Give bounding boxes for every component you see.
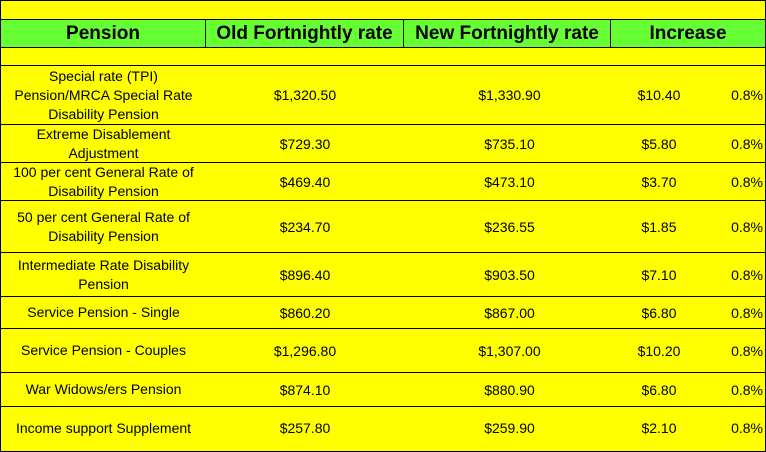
pension-name: Service Pension - Couples bbox=[21, 342, 186, 358]
old-rate: $1,320.50 bbox=[273, 87, 337, 103]
increase-amount: $10.20 bbox=[637, 342, 681, 359]
spacer-row bbox=[1, 48, 765, 66]
header-row: Pension Old Fortnightly rate New Fortnig… bbox=[1, 20, 765, 48]
top-empty-row bbox=[1, 1, 765, 20]
old-rate: $874.10 bbox=[279, 381, 331, 398]
new-rate: $880.90 bbox=[484, 381, 535, 398]
old-rate: $896.40 bbox=[279, 266, 331, 283]
pension-name: 100 per cent General Rate of Disability … bbox=[13, 163, 194, 199]
pension-name: Extreme Disablement Adjustment bbox=[36, 125, 171, 161]
table-body: Special rate (TPI) Pension/MRCA Special … bbox=[1, 66, 765, 449]
increase-amount: $5.80 bbox=[641, 135, 677, 152]
table-row: War Widows/ers Pension $874.10 $880.90 $… bbox=[1, 373, 765, 407]
table-row: Income support Supplement $257.80 $259.9… bbox=[1, 407, 765, 449]
old-rate: $234.70 bbox=[279, 218, 331, 235]
table-row: Service Pension - Couples $1,296.80 $1,3… bbox=[1, 329, 765, 373]
table-row: 100 per cent General Rate of Disability … bbox=[1, 163, 765, 201]
header-pension: Pension bbox=[1, 20, 206, 47]
increase-percent: 0.8% bbox=[731, 135, 763, 152]
new-rate: $903.50 bbox=[484, 266, 535, 283]
table-row: Service Pension - Single $860.20 $867.00… bbox=[1, 297, 765, 329]
new-rate: $1,330.90 bbox=[478, 87, 541, 103]
header-new-rate: New Fortnightly rate bbox=[404, 20, 611, 47]
new-rate: $236.55 bbox=[484, 218, 535, 235]
increase-percent: 0.8% bbox=[731, 420, 763, 436]
pension-name: Intermediate Rate Disability Pension bbox=[17, 256, 190, 292]
pension-name: Special rate (TPI) Pension/MRCA Special … bbox=[14, 67, 193, 122]
pension-name: 50 per cent General Rate of Disability P… bbox=[17, 208, 190, 244]
pension-name: War Widows/ers Pension bbox=[25, 381, 182, 397]
increase-percent: 0.8% bbox=[731, 173, 763, 190]
increase-percent: 0.8% bbox=[731, 87, 763, 103]
pension-name: Service Pension - Single bbox=[27, 304, 180, 320]
increase-percent: 0.8% bbox=[731, 218, 763, 235]
table-row: Extreme Disablement Adjustment $729.30 $… bbox=[1, 125, 765, 163]
old-rate: $257.80 bbox=[279, 420, 331, 436]
new-rate: $1,307.00 bbox=[478, 342, 541, 359]
new-rate: $473.10 bbox=[484, 173, 535, 190]
header-old-rate: Old Fortnightly rate bbox=[206, 20, 404, 47]
increase-percent: 0.8% bbox=[731, 304, 763, 321]
increase-amount: $6.80 bbox=[641, 304, 677, 321]
increase-percent: 0.8% bbox=[731, 381, 763, 398]
old-rate: $469.40 bbox=[279, 173, 331, 190]
increase-percent: 0.8% bbox=[731, 342, 763, 359]
old-rate: $729.30 bbox=[279, 135, 331, 152]
table-row: 50 per cent General Rate of Disability P… bbox=[1, 201, 765, 253]
increase-amount: $6.80 bbox=[641, 381, 677, 398]
table-row: Special rate (TPI) Pension/MRCA Special … bbox=[1, 66, 765, 125]
increase-amount: $2.10 bbox=[641, 420, 677, 436]
increase-amount: $7.10 bbox=[641, 266, 677, 283]
increase-amount: $10.40 bbox=[637, 87, 681, 103]
header-increase: Increase bbox=[649, 22, 727, 44]
table-row: Intermediate Rate Disability Pension $89… bbox=[1, 253, 765, 297]
increase-amount: $3.70 bbox=[641, 173, 677, 190]
increase-amount: $1.85 bbox=[641, 218, 677, 235]
old-rate: $1,296.80 bbox=[273, 342, 337, 359]
increase-percent: 0.8% bbox=[731, 266, 763, 283]
old-rate: $860.20 bbox=[279, 304, 331, 321]
new-rate: $735.10 bbox=[484, 135, 535, 152]
pension-name: Income support Supplement bbox=[15, 419, 192, 436]
new-rate: $259.90 bbox=[484, 420, 535, 436]
new-rate: $867.00 bbox=[484, 304, 535, 321]
